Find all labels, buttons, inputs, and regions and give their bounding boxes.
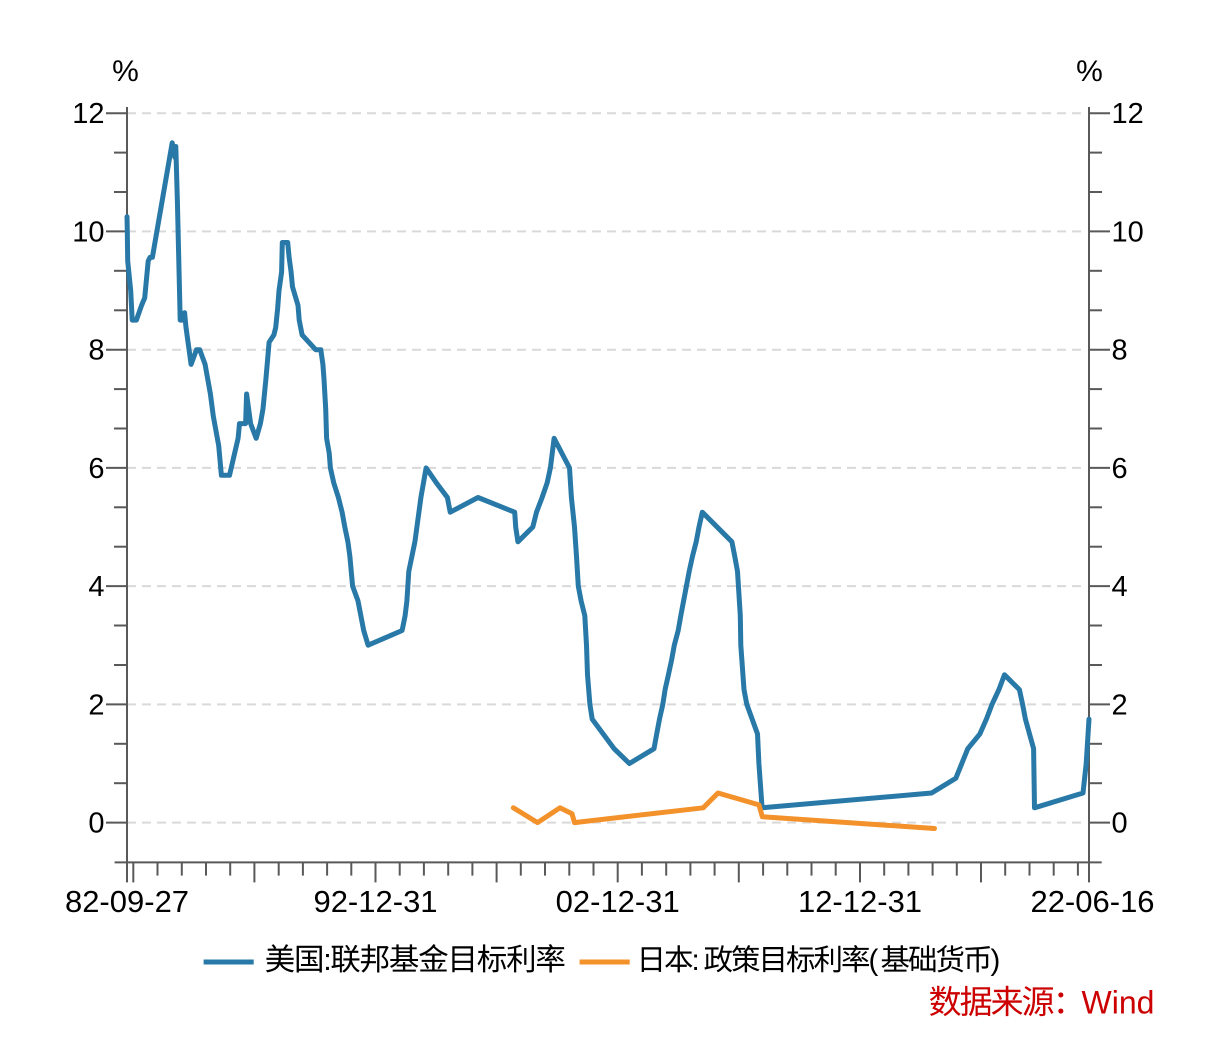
svg-text:2: 2 [1112, 689, 1128, 721]
svg-text:12-12-31: 12-12-31 [798, 884, 922, 919]
svg-text:6: 6 [88, 453, 104, 485]
svg-text:4: 4 [88, 571, 104, 603]
svg-text::: : [692, 944, 700, 977]
svg-text::: : [323, 943, 331, 977]
svg-text:82-09-27: 82-09-27 [65, 884, 189, 919]
svg-text:4: 4 [1112, 571, 1128, 603]
svg-text:): ) [991, 944, 1001, 977]
svg-text:22-06-16: 22-06-16 [1030, 884, 1154, 919]
svg-text:12: 12 [1112, 98, 1144, 130]
svg-text:Wind: Wind [1082, 985, 1155, 1021]
svg-text:8: 8 [1112, 335, 1128, 367]
svg-text:10: 10 [1112, 216, 1144, 248]
svg-text:8: 8 [88, 335, 104, 367]
svg-text:2: 2 [88, 689, 104, 721]
svg-text:10: 10 [72, 216, 104, 248]
svg-text:0: 0 [88, 808, 104, 840]
svg-text:%: % [112, 55, 139, 88]
svg-text:0: 0 [1112, 808, 1128, 840]
svg-text:02-12-31: 02-12-31 [556, 884, 680, 919]
svg-text:12: 12 [72, 98, 104, 130]
svg-text:6: 6 [1112, 453, 1128, 485]
svg-text:(: ( [869, 944, 879, 977]
svg-text:%: % [1076, 55, 1103, 88]
svg-text:92-12-31: 92-12-31 [313, 884, 437, 919]
